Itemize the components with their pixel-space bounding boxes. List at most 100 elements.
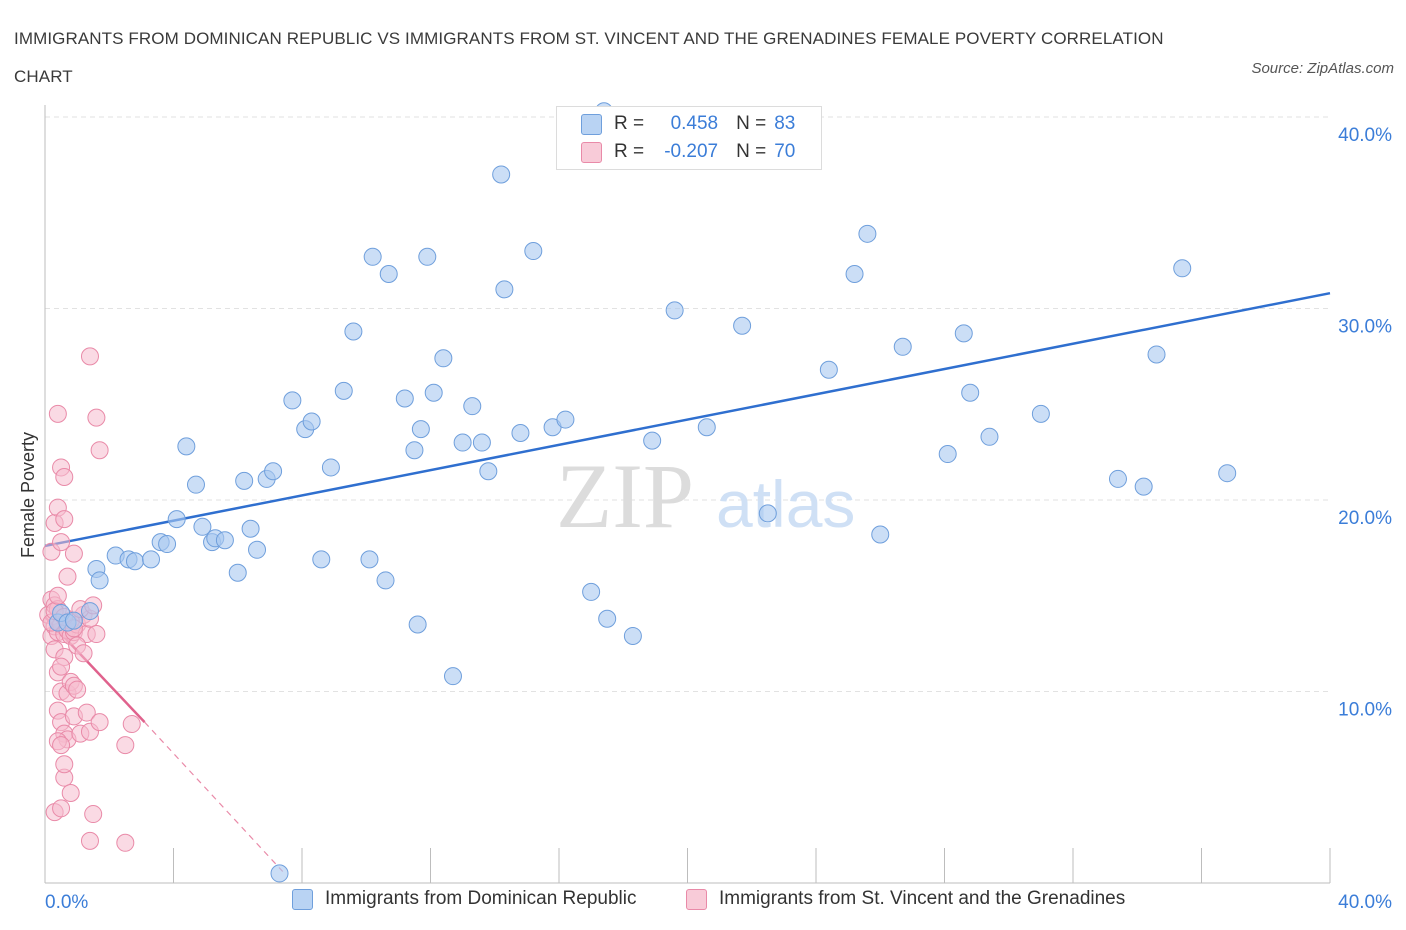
legend-r-label: R =: [614, 113, 645, 134]
legend-n-label: N =: [736, 141, 767, 162]
chart-title: IMMIGRANTS FROM DOMINICAN REPUBLIC VS IM…: [14, 29, 1164, 86]
data-point-dominican: [125, 552, 144, 571]
data-point-st-vincent: [55, 468, 74, 487]
data-point-dominican: [1147, 345, 1166, 364]
data-point-dominican: [334, 381, 353, 400]
data-point-dominican: [270, 864, 289, 883]
bottom-legend-swatch-blue: [292, 888, 313, 910]
data-point-st-vincent: [64, 544, 83, 563]
data-point-dominican: [344, 322, 363, 341]
data-point-st-vincent: [87, 625, 106, 644]
data-point-dominican: [283, 391, 302, 410]
data-point-dominican: [142, 550, 161, 569]
data-point-dominican: [302, 412, 321, 431]
data-point-dominican: [321, 458, 340, 477]
y-axis-label: Female Poverty: [18, 432, 38, 558]
data-point-dominican: [1173, 259, 1192, 278]
data-point-st-vincent: [55, 510, 74, 529]
data-point-dominican: [938, 445, 957, 464]
data-point-st-vincent: [90, 713, 109, 732]
legend-r-value-2: -0.207: [664, 141, 719, 162]
data-point-st-vincent: [84, 805, 103, 824]
x-tick-label-max: 40.0%: [1338, 892, 1392, 913]
data-point-dominican: [215, 531, 234, 550]
data-point-dominican: [264, 462, 283, 481]
data-point-dominican: [492, 165, 511, 184]
data-point-dominican: [235, 471, 254, 490]
data-point-dominican: [623, 626, 642, 645]
data-point-dominican: [1134, 477, 1153, 496]
bottom-legend-label-2: Immigrants from St. Vincent and the Gren…: [719, 888, 1126, 909]
data-point-dominican: [961, 383, 980, 402]
data-point-dominican: [312, 550, 331, 569]
data-point-st-vincent: [52, 533, 71, 552]
data-point-dominican: [424, 383, 443, 402]
legend-n-label: N =: [736, 113, 767, 134]
data-point-dominican: [405, 441, 424, 460]
data-point-dominican: [665, 301, 684, 320]
y-tick-label: 40.0%: [1338, 125, 1392, 146]
data-point-dominican: [395, 389, 414, 408]
legend-swatch-pink: [581, 141, 602, 163]
legend-row-dominican: R = 0.458 N = 83: [581, 111, 795, 137]
legend: R = 0.458 N = 83 R = -0.207 N = 70: [556, 106, 822, 170]
data-point-dominican: [643, 431, 662, 450]
data-point-dominican: [228, 563, 247, 582]
data-point-st-vincent: [52, 657, 71, 676]
data-point-dominican: [411, 420, 430, 439]
data-point-dominican: [408, 615, 427, 634]
data-point-st-vincent: [116, 736, 135, 755]
data-point-dominican: [733, 316, 752, 335]
axes: [44, 105, 1331, 884]
tick-labels: 10.0% 20.0% 30.0% 40.0% 0.0% 40.0%: [45, 125, 1392, 913]
chart-source: Source: ZipAtlas.com: [1251, 60, 1394, 77]
watermark-zip: ZIP: [556, 445, 694, 547]
data-point-dominican: [64, 611, 83, 630]
y-tick-label: 20.0%: [1338, 508, 1392, 529]
data-point-st-vincent: [61, 783, 80, 802]
legend-r-label: R =: [614, 141, 645, 162]
data-point-st-vincent: [74, 644, 93, 663]
y-tick-label: 10.0%: [1338, 700, 1392, 721]
data-point-dominican: [453, 433, 472, 452]
data-point-dominican: [495, 280, 514, 299]
data-point-dominican: [186, 475, 205, 494]
data-point-dominican: [177, 437, 196, 456]
data-point-dominican: [167, 510, 186, 529]
bottom-legend-dominican: Immigrants from Dominican Republic: [292, 888, 637, 910]
data-point-st-vincent: [55, 755, 74, 774]
watermark-atlas: atlas: [716, 467, 855, 541]
data-point-st-vincent: [80, 831, 99, 850]
data-point-dominican: [443, 667, 462, 686]
data-point-dominican: [379, 265, 398, 284]
data-point-dominican: [363, 247, 382, 266]
data-point-st-vincent: [90, 441, 109, 460]
watermark: ZIP atlas: [556, 445, 855, 547]
data-point-dominican: [1218, 464, 1237, 483]
data-point-st-vincent: [68, 680, 87, 699]
data-point-dominican: [598, 609, 617, 628]
data-point-dominican: [582, 582, 601, 601]
data-point-dominican: [524, 242, 543, 261]
data-point-dominican: [858, 224, 877, 243]
data-point-st-vincent: [58, 567, 77, 586]
data-point-dominican: [158, 535, 177, 554]
data-point-dominican: [819, 360, 838, 379]
data-point-dominican: [954, 324, 973, 343]
y-tick-label: 30.0%: [1338, 317, 1392, 338]
data-point-dominican: [241, 519, 260, 538]
data-point-dominican: [80, 602, 99, 621]
legend-n-value-1: 83: [774, 113, 796, 134]
data-point-dominican: [871, 525, 890, 544]
trend-lines: [44, 291, 1331, 872]
trend-line-st-vincent-extension: [144, 721, 284, 872]
data-point-dominican: [845, 265, 864, 284]
legend-row-st-vincent: R = -0.207 N = 70: [581, 139, 795, 165]
data-point-dominican: [758, 504, 777, 523]
x-tick-label-min: 0.0%: [45, 892, 88, 913]
data-point-st-vincent: [116, 833, 135, 852]
legend-r-value-1: 0.458: [670, 113, 719, 134]
data-point-st-vincent: [48, 404, 67, 423]
data-point-dominican: [90, 571, 109, 590]
data-point-dominican: [893, 337, 912, 356]
